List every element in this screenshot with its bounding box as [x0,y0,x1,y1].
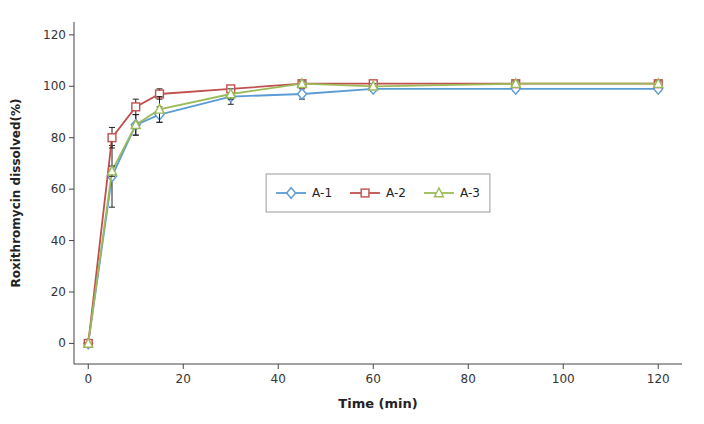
y-tick-label: 40 [51,234,66,248]
error-bar-cap [157,96,163,97]
plot-area [84,79,663,349]
series-line [88,84,658,344]
point [84,338,93,347]
x-tick-label: 20 [176,372,191,386]
error-bar-cap [157,88,163,89]
error-bar-cap [133,114,139,115]
x-tick [468,364,469,369]
y-tick-label: 100 [43,79,66,93]
point [369,81,378,90]
x-tick-label: 80 [461,372,476,386]
series [84,79,663,347]
x-tick-label: 100 [552,372,575,386]
x-tick [658,364,659,369]
legend-label: A-2 [386,186,406,200]
series [84,84,663,349]
point [131,120,140,131]
legend-marker [287,188,296,199]
x-tick [278,364,279,369]
error-bar-cap [157,122,163,123]
error-bar [109,127,115,148]
y-tick [69,343,74,344]
point [226,89,235,98]
error-bar [133,99,139,114]
legend-frame [266,174,490,212]
x-tick [183,364,184,369]
y-tick [69,240,74,241]
error-bar-cap [109,207,115,208]
legend-label: A-3 [460,186,480,200]
x-tick [563,364,564,369]
legend-item: A-2 [350,186,406,200]
x-tick-label: 40 [271,372,286,386]
y-tick [69,86,74,87]
x-tick-label: 0 [84,372,92,386]
legend-item: A-1 [276,186,332,200]
chart: 0 20 40 60 80 100 120 0 20 40 60 80 100 120 Time (min)… [0,0,704,424]
error-bar-cap [157,122,163,123]
y-axis-line [74,22,75,364]
point [132,103,140,111]
y-tick-label: 120 [43,28,66,42]
point [84,338,93,349]
series [84,80,662,348]
point [108,166,117,175]
x-tick-label: 120 [647,372,670,386]
error-bar-cap [109,127,115,128]
error-bar-cap [109,176,115,177]
y-tick [69,292,74,293]
error-bar-cap [133,114,139,115]
y-tick-label: 0 [58,336,66,350]
y-tick [69,137,74,138]
x-axis-line [74,364,682,365]
error-bar-cap [133,99,139,100]
point [654,79,663,88]
y-tick-label: 20 [51,285,66,299]
point [131,120,140,129]
legend-marker [434,188,443,197]
y-tick [69,189,74,190]
y-tick-label: 60 [51,182,66,196]
series-line [88,89,658,344]
series-line [88,84,658,344]
x-axis-label: Time (min) [338,396,417,411]
point [155,104,164,113]
point [298,79,307,88]
legend: A-1 A-2 A-3 [266,174,490,212]
x-tick [88,364,89,369]
error-bar-cap [228,99,234,100]
error-bar-cap [133,114,139,115]
legend-label: A-1 [312,186,332,200]
axes: 0 20 40 60 80 100 120 0 20 40 60 80 100 120 [43,22,682,386]
error-bar-cap [228,104,234,105]
error-bar-cap [133,135,139,136]
point [511,79,520,88]
point [156,90,164,98]
y-axis-label: Roxithromycin dissolved(%) [9,99,23,288]
point [108,134,116,142]
x-tick [373,364,374,369]
point [298,89,307,100]
error-bar-cap [133,135,139,136]
y-tick [69,34,74,35]
legend-item: A-3 [424,186,480,200]
x-tick-label: 60 [366,372,381,386]
legend-marker [361,189,369,197]
y-tick-label: 80 [51,131,66,145]
error-bar-cap [109,148,115,149]
